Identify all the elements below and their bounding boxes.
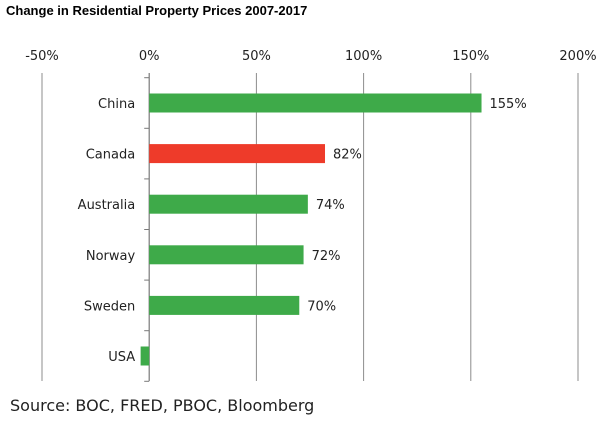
bar (149, 194, 308, 214)
category-label: Canada (86, 148, 135, 163)
data-label: 74% (316, 198, 345, 213)
bar (149, 144, 326, 164)
x-tick-label: 0% (139, 49, 160, 64)
source-note: Source: BOC, FRED, PBOC, Bloomberg (10, 396, 315, 415)
category-label: Australia (78, 198, 136, 213)
chart-title: Change in Residential Property Prices 20… (6, 3, 308, 18)
x-tick-label: 150% (452, 49, 489, 64)
bar (149, 295, 300, 315)
bar (149, 93, 482, 113)
bar-chart: -50% 0% 50% 100% 150% 200% China 155% Canada 82%… (25, 49, 597, 382)
bar (140, 346, 150, 366)
x-tick-label: -50% (25, 49, 59, 64)
category-label: China (98, 97, 135, 112)
data-label: 155% (490, 97, 527, 112)
category-label: USA (108, 350, 135, 365)
category-label: Norway (86, 249, 136, 264)
data-label: 70% (307, 299, 336, 314)
x-tick-label: 200% (559, 49, 596, 64)
category-label: Sweden (84, 299, 135, 314)
x-tick-label: 100% (345, 49, 382, 64)
x-tick-label: 50% (242, 49, 271, 64)
bar (149, 245, 304, 265)
data-label: 72% (312, 249, 341, 264)
data-label: 82% (333, 148, 362, 163)
